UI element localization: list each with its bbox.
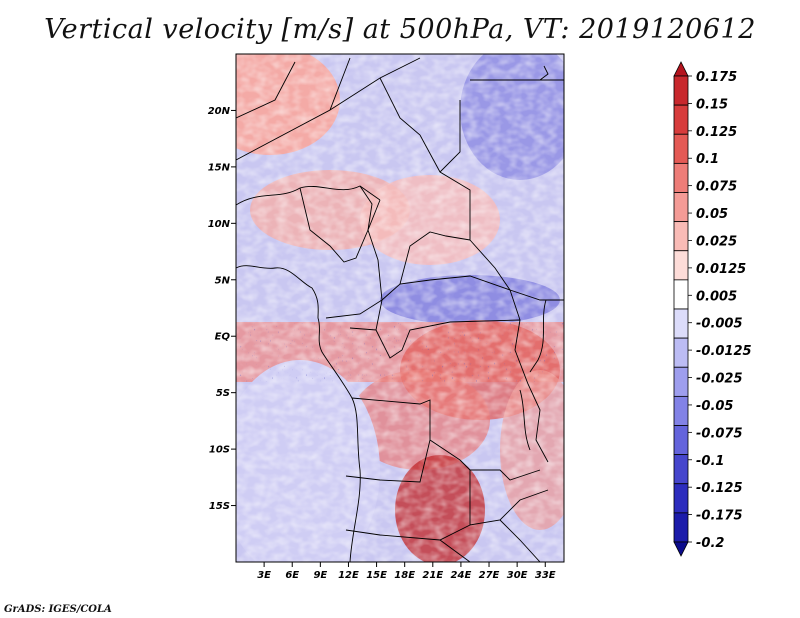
colorbar-label: 0.1 [696,152,719,167]
colorbar-label: 0.15 [696,97,728,112]
lon-tick-label: 3E [257,570,271,581]
colorbar-band [673,366,689,397]
colorbar-band [673,162,689,193]
lat-tick-label: 10N [208,219,231,230]
lat-tick-label: 5N [215,275,231,286]
colorbar-label: -0.005 [696,317,743,332]
lat-tick-label: 15S [209,501,230,512]
colorbar-band [673,454,689,485]
lon-tick-label: 33E [535,570,556,581]
velocity-field [236,54,564,562]
colorbar-label: 0.005 [696,289,737,304]
map-frame [235,53,565,563]
colorbar-label: 0.025 [696,234,737,249]
colorbar-band [673,337,689,368]
colorbar-label: -0.0125 [696,344,752,359]
lat-tick-label: 5S [216,388,230,399]
colorbar-label: -0.025 [696,372,743,387]
latitude-axis: 20N 15N 10N 5N EQ 5S 10S 15S [208,106,236,512]
colorbar-label: -0.1 [696,454,724,469]
colorbar-band [673,192,689,223]
lon-tick-label: 6E [285,570,299,581]
colorbar-label: -0.05 [696,399,733,414]
colorbar-band [673,308,689,339]
colorbar-label: 0.0125 [696,262,746,277]
colorbar-label: -0.125 [696,481,743,496]
lon-tick-label: 18E [394,570,415,581]
longitude-axis: 3E 6E 9E 12E 15E 18E 21E 24E 27E 30E 33E [257,562,556,581]
lon-tick-label: 21E [422,570,443,581]
lat-tick-label: 20N [208,106,231,117]
lat-tick-label: EQ [215,332,231,343]
colorbar-label: 0.05 [696,207,728,222]
colorbar-label: -0.075 [696,426,743,441]
lon-tick-label: 9E [313,570,327,581]
colorbar-label: -0.175 [696,509,743,524]
colorbar-top-triangle [673,61,689,77]
colorbar-band [673,221,689,252]
colorbar-band [673,512,689,543]
colorbar-label: -0.2 [696,536,724,551]
country-borders [236,57,564,562]
lon-tick-label: 30E [507,570,528,581]
map-title: Vertical velocity [m/s] at 500hPa, VT: 2… [44,14,756,45]
colorbar-bottom-triangle [673,541,689,557]
grads-credit: GrADS: IGES/COLA [4,604,112,615]
colorbar-band [673,395,689,426]
lon-tick-label: 24E [451,570,472,581]
colorbar-band [673,425,689,456]
lon-tick-label: 12E [338,570,359,581]
colorbar-band [673,133,689,164]
colorbar-label: 0.075 [696,180,737,195]
colorbar-band [673,75,689,106]
colorbar-band [673,104,689,135]
colorbar-band [673,279,689,310]
colorbar-band [673,483,689,514]
colorbar: 0.175 0.15 0.125 0.1 0.075 0.05 0.025 0.0125 0.0… [673,61,752,557]
colorbar-label: 0.125 [696,125,737,140]
lon-tick-label: 15E [366,570,387,581]
colorbar-band [673,250,689,281]
colorbar-label: 0.175 [696,70,737,85]
lon-tick-label: 27E [479,570,500,581]
lat-tick-label: 10S [209,445,230,456]
lat-tick-label: 15N [208,162,231,173]
